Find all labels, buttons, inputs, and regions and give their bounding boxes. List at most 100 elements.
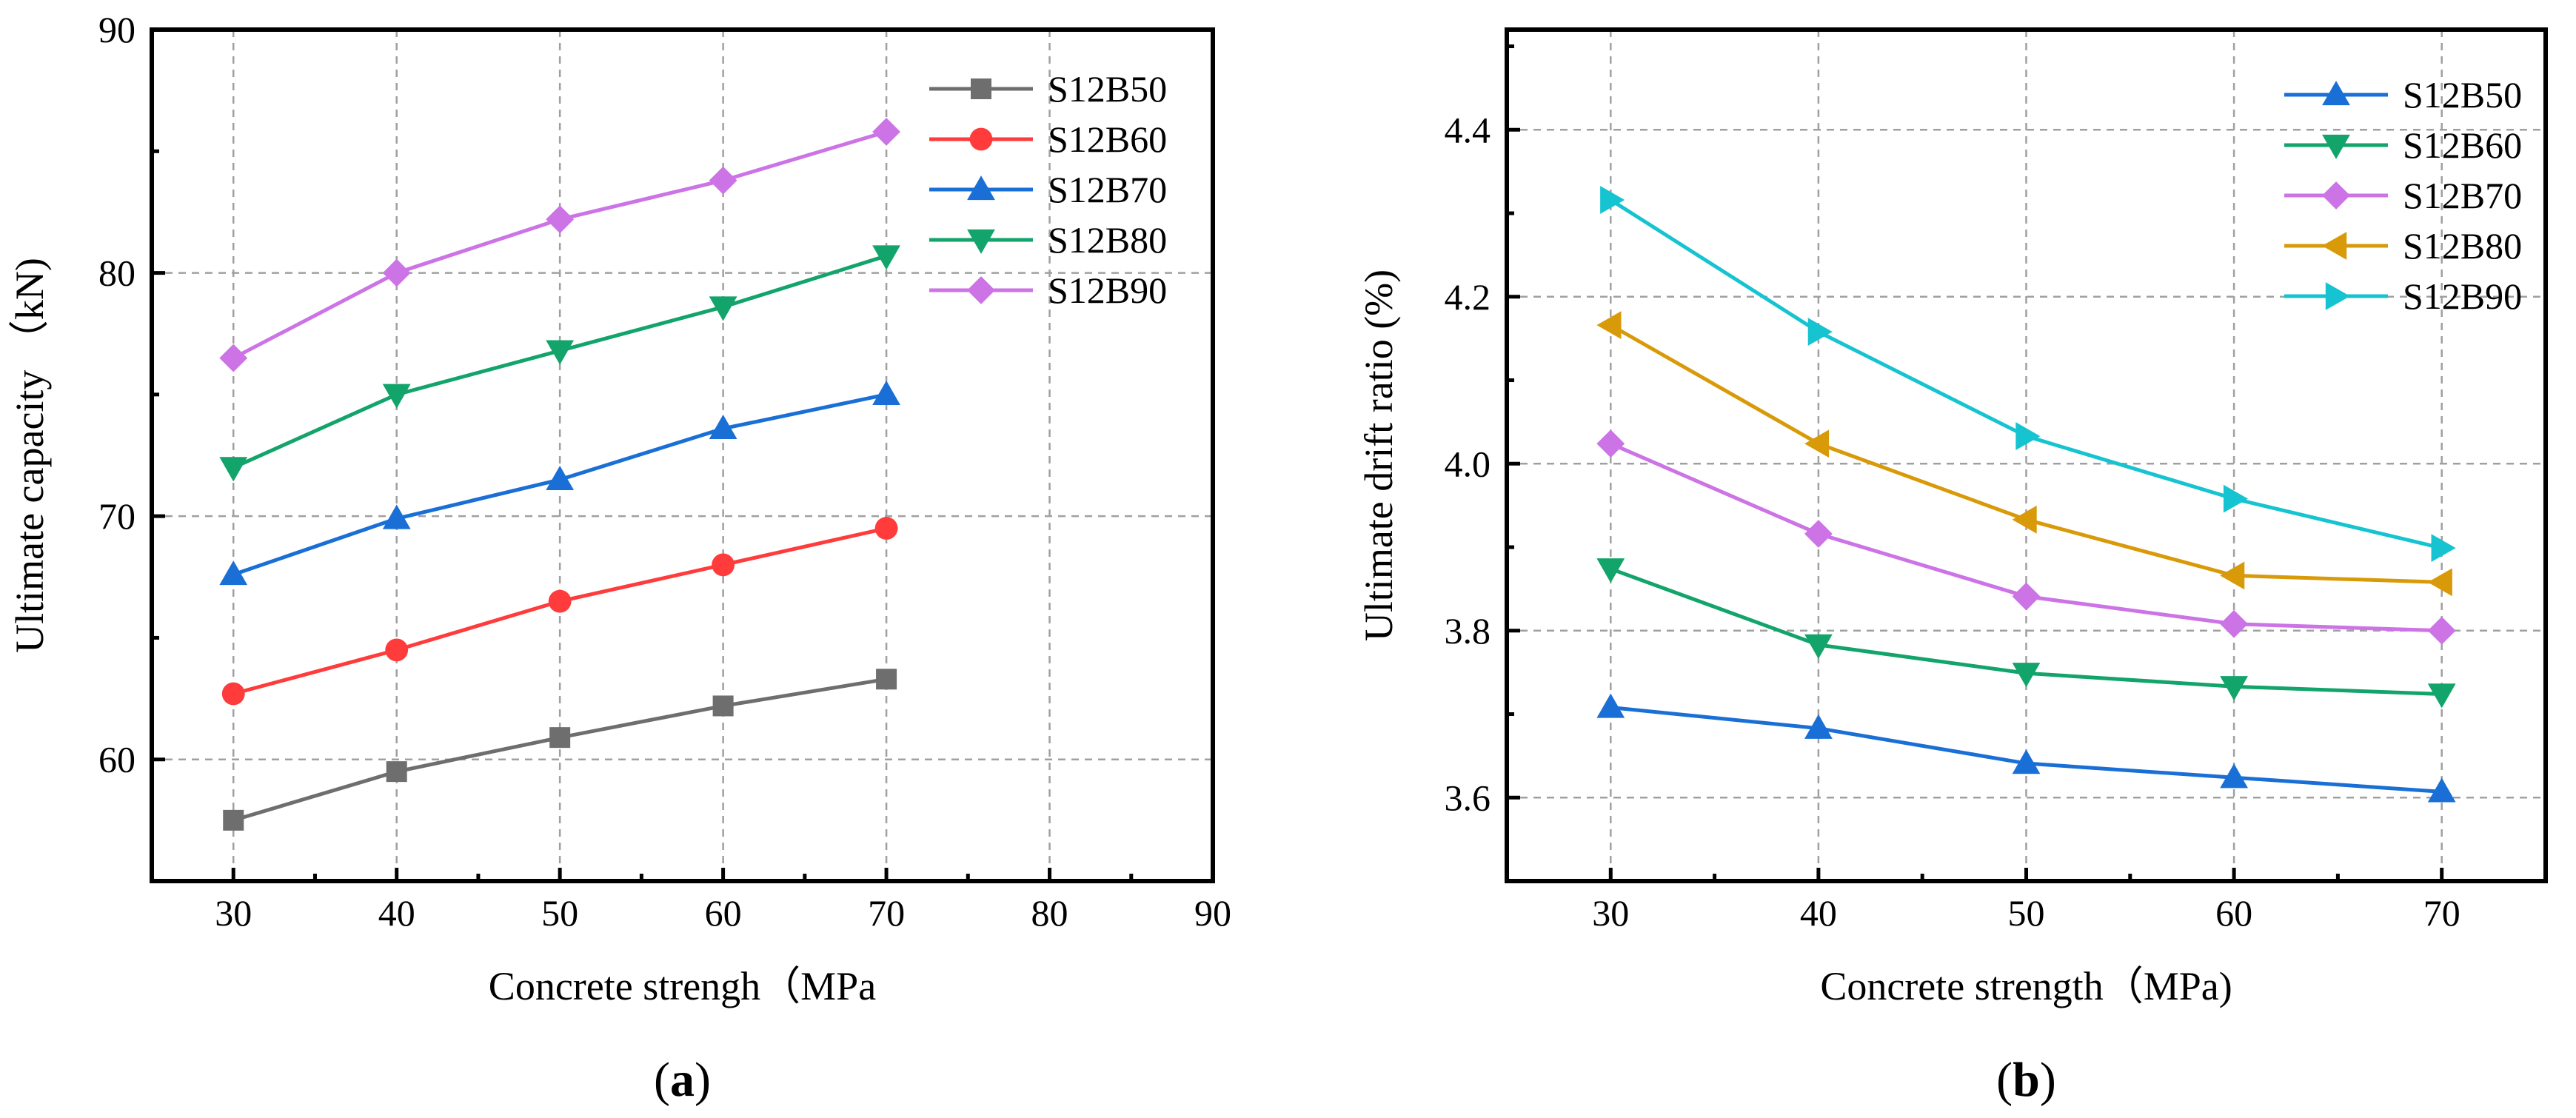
grid-lines xyxy=(1507,30,2546,881)
data-point xyxy=(223,809,244,831)
data-point xyxy=(709,296,737,321)
legend-label: S12B50 xyxy=(1048,68,1167,110)
y-axis-title: Ultimate drift ratio (%) xyxy=(1356,270,1401,641)
legend: S12B50 S12B60 S12B70 S12B80 S12B90 xyxy=(2284,74,2522,317)
data-point xyxy=(386,761,407,783)
data-point xyxy=(709,166,737,195)
legend-marker xyxy=(967,175,995,201)
legend-item: S12B80 xyxy=(929,219,1167,261)
data-point xyxy=(874,517,898,540)
legend-label: S12B80 xyxy=(1048,219,1167,261)
data-point xyxy=(382,258,411,287)
legend-item: S12B50 xyxy=(2284,74,2522,116)
data-point xyxy=(219,457,248,482)
legend-item: S12B80 xyxy=(2284,225,2522,267)
panel-label: (a) xyxy=(654,1053,711,1107)
data-point xyxy=(219,344,248,372)
series-s12b80 xyxy=(1596,311,2452,597)
legend-marker xyxy=(971,78,991,99)
y-tick-label: 4.2 xyxy=(1445,276,1491,318)
legend-label: S12B70 xyxy=(1048,169,1167,210)
data-point xyxy=(712,695,734,717)
legend-item: S12B60 xyxy=(2284,124,2522,166)
x-axis-title: Concrete strengh（MPa xyxy=(489,964,876,1008)
y-tick-label: 4.0 xyxy=(1445,443,1491,484)
data-point xyxy=(872,245,900,270)
data-point xyxy=(1804,429,1830,458)
panel-label-open: ( xyxy=(654,1053,670,1107)
y-tick-label: 60 xyxy=(98,739,136,780)
data-point xyxy=(546,205,575,234)
y-tick-label: 4.4 xyxy=(1445,109,1491,150)
data-point xyxy=(2012,749,2041,774)
x-tick-label: 90 xyxy=(1194,892,1231,934)
y-tick-label: 70 xyxy=(98,495,136,537)
axis-ticks xyxy=(152,149,1215,881)
legend-marker xyxy=(967,229,995,254)
plot-frame xyxy=(1505,27,2548,883)
tick-labels: 30 40 50 60 70 3.6 3.8 4.0 4.2 4.4 xyxy=(1445,109,2460,934)
data-point xyxy=(709,414,737,440)
series-s12b70 xyxy=(219,380,900,586)
legend-marker xyxy=(969,127,993,151)
y-tick-label: 3.8 xyxy=(1445,610,1491,652)
x-tick-label: 50 xyxy=(541,892,578,934)
x-tick-label: 60 xyxy=(2215,892,2252,934)
panel-label: (b) xyxy=(1996,1053,2056,1107)
y-tick-label: 90 xyxy=(98,9,136,50)
legend-marker xyxy=(2322,81,2350,106)
legend-item: S12B60 xyxy=(929,118,1167,160)
series-s12b50 xyxy=(1596,693,2456,803)
series-s12b90 xyxy=(1600,186,2456,563)
data-point xyxy=(2427,616,2456,645)
legend-label: S12B90 xyxy=(1048,270,1167,311)
panel-label-letter: a xyxy=(670,1053,695,1107)
series-s12b70 xyxy=(1596,429,2456,645)
legend-item: S12B90 xyxy=(2284,275,2522,317)
series-s12b60 xyxy=(221,517,898,706)
data-point xyxy=(219,560,248,586)
data-point xyxy=(2220,609,2248,638)
y-axis-title: Ultimate capacity （kN) xyxy=(7,258,52,653)
legend-label: S12B50 xyxy=(2403,74,2522,116)
data-point xyxy=(548,589,572,613)
data-point xyxy=(2012,663,2041,688)
data-point xyxy=(549,727,571,749)
data-point xyxy=(1596,429,1625,458)
data-point xyxy=(546,465,575,491)
chart-panel-b: 30 40 50 60 70 3.6 3.8 4.0 4.2 4.4 Concrete streng… xyxy=(1356,27,2548,1107)
data-point xyxy=(1804,520,1833,548)
series-s12b90 xyxy=(219,118,900,372)
panel-label-close: ) xyxy=(695,1053,711,1107)
data-point xyxy=(1596,693,1625,718)
legend-marker xyxy=(2325,282,2350,310)
data-point xyxy=(2012,505,2037,534)
panel-label-letter: b xyxy=(2013,1053,2040,1107)
panel-label-close: ) xyxy=(2040,1053,2056,1107)
x-tick-label: 50 xyxy=(2008,892,2045,934)
series-s12b80 xyxy=(219,245,900,482)
data-point xyxy=(1600,186,1625,214)
series-s12b50 xyxy=(223,669,897,831)
x-tick-label: 30 xyxy=(1592,892,1629,934)
data-point xyxy=(2220,561,2245,590)
x-tick-label: 60 xyxy=(705,892,742,934)
data-point xyxy=(1596,558,1625,583)
data-point xyxy=(2427,777,2456,803)
data-point xyxy=(1804,714,1833,739)
y-tick-label: 80 xyxy=(98,252,136,294)
data-point xyxy=(2220,763,2248,789)
x-tick-label: 30 xyxy=(215,892,252,934)
chart-panel-a: 30 40 50 60 70 80 90 60 70 80 90 Concrete strengh（M… xyxy=(7,9,1231,1107)
data-point xyxy=(221,682,245,706)
data-point xyxy=(2223,484,2248,513)
data-point xyxy=(382,384,411,409)
y-tick-label: 3.6 xyxy=(1445,777,1491,818)
data-point xyxy=(872,380,900,406)
legend-marker xyxy=(2322,232,2347,260)
data-point xyxy=(2012,582,2041,611)
legend-label: S12B60 xyxy=(1048,118,1167,160)
data-point xyxy=(2427,683,2456,709)
data-point xyxy=(872,118,900,146)
